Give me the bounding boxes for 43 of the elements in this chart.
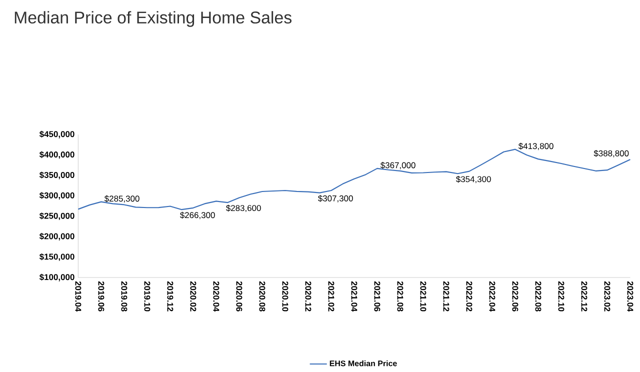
y-tick-label: $200,000 [39, 233, 74, 241]
x-tick-label: 2022.06 [512, 282, 518, 312]
x-tick-label: 2021.10 [420, 282, 426, 312]
x-tick-label: 2019.10 [144, 282, 150, 312]
x-tick-label: 2021.02 [328, 282, 334, 312]
data-label: $388,800 [594, 150, 629, 158]
x-tick-label: 2022.04 [489, 282, 496, 312]
x-tick-label: 2019.12 [167, 282, 174, 312]
x-tick-label: 2022.02 [466, 282, 472, 312]
line-series [78, 148, 631, 210]
x-tick-label: 2023.04 [627, 282, 634, 312]
data-label: $266,300 [180, 212, 215, 220]
x-tick-label: 2022.10 [558, 282, 564, 312]
y-tick-label: $400,000 [39, 151, 74, 159]
x-tick-label: 2021.08 [397, 282, 404, 312]
x-tick-label: 2020.06 [236, 282, 242, 312]
y-tick-label: $450,000 [39, 130, 74, 139]
x-tick-label: 2021.06 [374, 282, 380, 312]
x-tick-label: 2019.04 [75, 282, 82, 312]
x-tick-label: 2020.04 [213, 282, 220, 312]
y-tick-label: $100,000 [39, 274, 74, 282]
y-tick-label: $300,000 [39, 192, 74, 200]
x-tick-label: 2019.08 [121, 282, 128, 312]
data-label: $367,000 [380, 162, 416, 170]
data-label: $413,800 [518, 142, 554, 150]
data-label: $307,300 [318, 195, 353, 203]
x-tick-label: 2020.08 [259, 282, 266, 312]
chart-title: Median Price of Existing Home Sales [14, 11, 292, 28]
x-tick-label: 2023.02 [604, 282, 610, 312]
x-tick-label: 2022.12 [581, 282, 588, 312]
x-tick-label: 2020.02 [190, 282, 196, 312]
data-label: $354,300 [456, 176, 491, 184]
x-tick-label: 2021.04 [351, 282, 358, 312]
x-tick-label: 2022.08 [535, 282, 542, 312]
y-tick-label: $250,000 [39, 212, 74, 220]
data-label: $283,600 [226, 204, 261, 212]
x-tick-label: 2020.12 [305, 282, 312, 312]
data-label: $285,300 [104, 195, 140, 203]
x-tick-label: 2020.10 [282, 282, 288, 312]
y-tick-label: $350,000 [39, 172, 74, 180]
x-tick-label: 2019.06 [98, 282, 104, 312]
y-tick-label: $150,000 [39, 254, 74, 262]
x-tick-label: 2021.12 [443, 282, 450, 312]
